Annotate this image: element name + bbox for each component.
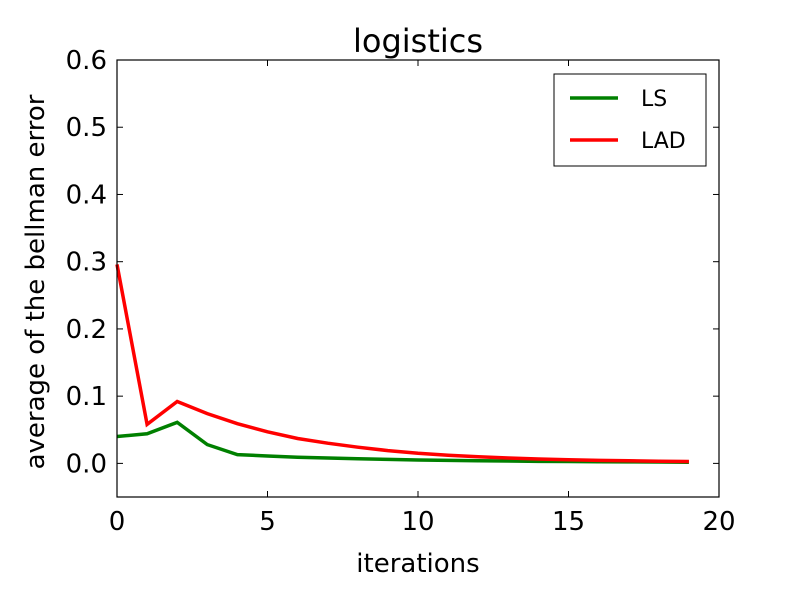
y-tick-label: 0.1 — [66, 382, 107, 412]
legend: LS LAD — [553, 73, 707, 167]
x-tick-label: 5 — [259, 507, 276, 537]
y-tick-label: 0.3 — [66, 248, 107, 278]
y-tick-label: 0.6 — [66, 46, 107, 76]
x-axis-title: iterations — [356, 549, 479, 579]
tick-layer: 0 5 10 15 20 0.0 0.1 0.2 0.3 0.4 0.5 0.6 — [66, 46, 736, 537]
y-tick-label: 0.0 — [66, 449, 107, 479]
x-tick-label: 15 — [552, 507, 585, 537]
y-tick-label: 0.2 — [66, 315, 107, 345]
y-tick-label: 0.5 — [66, 113, 107, 143]
legend-label-ls: LS — [641, 87, 667, 112]
y-tick-label: 0.4 — [66, 180, 107, 210]
x-tick-label: 20 — [702, 507, 735, 537]
series-line-lad — [115, 264, 689, 464]
chart-title: logistics — [353, 22, 483, 60]
y-axis-title: average of the bellman error — [21, 94, 51, 469]
legend-box — [553, 73, 707, 167]
x-tick-label: 10 — [401, 507, 434, 537]
legend-label-lad: LAD — [641, 129, 686, 154]
x-tick-label: 0 — [109, 507, 126, 537]
series-layer — [115, 264, 689, 464]
